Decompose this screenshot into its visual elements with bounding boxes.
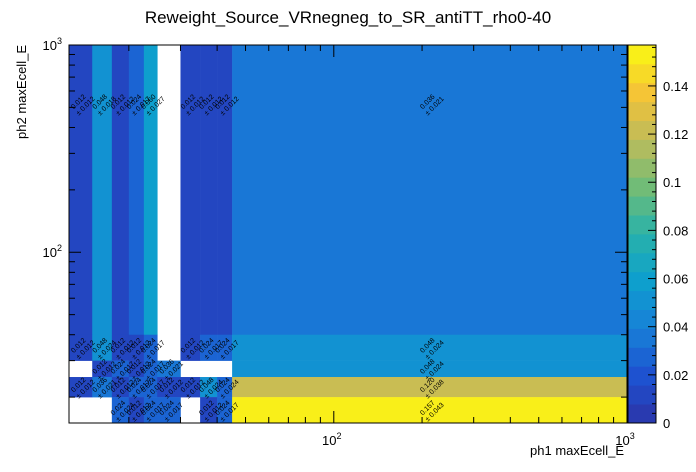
colorbar-tick-label: 0.06 (663, 272, 688, 287)
colorbar-tick-label: 0.04 (663, 320, 688, 335)
heatmap-cell (128, 360, 145, 378)
colorbar-band (628, 404, 656, 424)
heatmap-cell (92, 334, 113, 361)
colorbar-band (628, 234, 656, 254)
heatmap-cell (111, 360, 130, 378)
heatmap-cell (128, 334, 145, 361)
colorbar-band (628, 120, 656, 140)
colorbar-band (628, 139, 656, 159)
heatmap-cell (232, 45, 628, 336)
colorbar: 0 0.02 0.04 0.06 0.08 0.1 0.12 0.14 (627, 44, 688, 431)
colorbar-tick-label: 0.12 (663, 127, 688, 142)
heatmap-cell (232, 377, 628, 398)
heatmap-cell (128, 45, 145, 336)
heatmap-cell (157, 377, 181, 398)
colorbar-tick-label: 0.1 (663, 175, 681, 190)
colorbar-tick-label: 0.08 (663, 223, 688, 238)
heatmap-cell (92, 377, 113, 398)
heatmap-cell (111, 334, 130, 361)
heatmap-cell (200, 334, 218, 361)
colorbar-band (628, 215, 656, 235)
heatmap-cell (200, 45, 218, 336)
heatmap-cell (200, 397, 218, 424)
heatmap-cell (180, 334, 201, 361)
colorbar-band (628, 158, 656, 178)
heatmap-cell (143, 334, 158, 361)
x-tick-label: 102 (322, 431, 341, 448)
colorbar-band (628, 366, 656, 386)
heatmap-cell (232, 360, 628, 378)
chart-title: Reweight_Source_VRnegneg_to_SR_antiTT_rh… (145, 8, 551, 27)
colorbar-tick-label: 0 (663, 416, 670, 431)
heatmap-cell (69, 377, 93, 398)
colorbar-band (628, 252, 656, 273)
heatmap-cell (200, 377, 218, 398)
colorbar-band (628, 328, 656, 348)
colorbar-ticks: 0 0.02 0.04 0.06 0.08 0.1 0.12 0.14 (648, 46, 688, 431)
heatmap-cell (111, 45, 130, 336)
x-axis-label: ph1 maxEcell_E (530, 443, 624, 458)
colorbar-band (628, 177, 656, 197)
heatmap-cell (217, 45, 233, 336)
colorbar-band (628, 82, 656, 103)
colorbar-band (628, 101, 656, 121)
heatmap-cell (157, 360, 181, 378)
colorbar-tick-label: 0.02 (663, 368, 688, 383)
y-tick-label: 103 (43, 36, 62, 53)
y-tick-label: 102 (43, 243, 62, 260)
colorbar-band (628, 385, 656, 405)
colorbar-band (628, 290, 656, 310)
colorbar-border (627, 44, 657, 424)
heatmap-cell (217, 397, 233, 424)
heatmap-cell (180, 45, 201, 336)
cells-layer (69, 45, 628, 424)
heatmap-cell (92, 360, 113, 378)
heatmap-cell (69, 334, 93, 361)
heatmap-cell (217, 334, 233, 361)
heatmap-cell (69, 45, 93, 336)
heatmap-cell (128, 397, 145, 424)
x-tick-label: 103 (615, 431, 634, 448)
y-axis-label: ph2 maxEcell_E (14, 45, 29, 139)
heatmap-cell (232, 334, 628, 361)
heatmap-cell (180, 377, 201, 398)
colorbar-band (628, 45, 656, 65)
colorbar-bands (628, 45, 656, 424)
heatmap-cell (157, 397, 181, 424)
colorbar-band (628, 309, 656, 329)
heatmap-cell (92, 45, 113, 336)
colorbar-band (628, 196, 656, 216)
colorbar-band (628, 63, 656, 84)
heatmap-cell (143, 45, 158, 336)
heatmap-cell (217, 377, 233, 398)
heatmap-cell (128, 377, 145, 398)
heatmap-cell (111, 397, 130, 424)
heatmap-cell (111, 377, 130, 398)
heatmap-cell (143, 377, 158, 398)
y-axis-ticks: 102 103 (43, 36, 627, 398)
colorbar-tick-label: 0.14 (663, 79, 688, 94)
heatmap-cell (143, 397, 158, 424)
heatmap-cell (143, 360, 158, 378)
colorbar-band (628, 271, 656, 292)
colorbar-band (628, 347, 656, 367)
plot-border (68, 44, 628, 424)
x-axis-ticks: 102 103 (128, 45, 635, 448)
heatmap-cell (232, 397, 628, 424)
